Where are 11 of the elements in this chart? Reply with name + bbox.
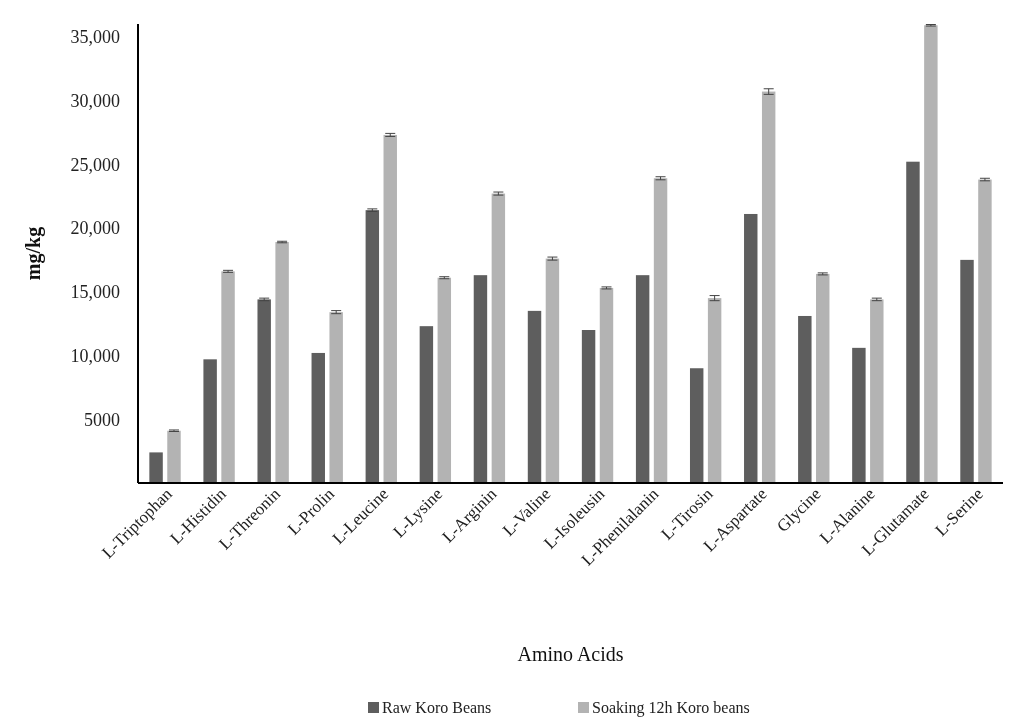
legend-label: Soaking 12h Koro beans xyxy=(592,699,750,717)
legend-label: Raw Koro Beans xyxy=(382,699,492,716)
y-axis-title: mg/kg xyxy=(22,226,45,281)
y-tick-label: 20,000 xyxy=(70,218,120,239)
y-tick-label: 25,000 xyxy=(70,154,120,175)
y-tick-label: 15,000 xyxy=(70,282,120,303)
y-tick-label: 10,000 xyxy=(70,345,120,366)
y-tick-label: 35,000 xyxy=(70,27,120,48)
y-tick-label: 5000 xyxy=(84,409,120,430)
y-tick-label: 30,000 xyxy=(70,90,120,111)
x-axis-title: Amino Acids xyxy=(517,643,624,665)
